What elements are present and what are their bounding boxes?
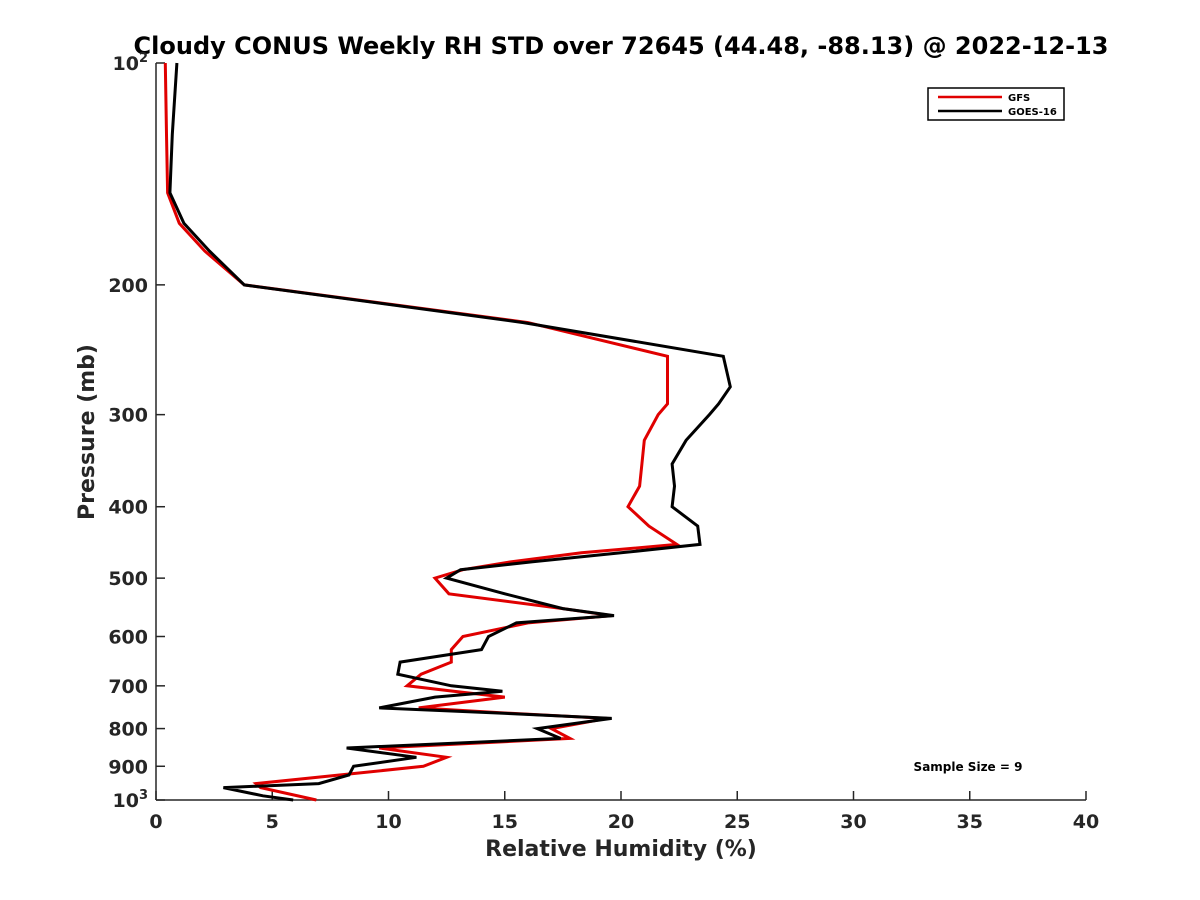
x-tick-label: 15 — [492, 811, 518, 833]
x-tick-label: 30 — [840, 811, 866, 833]
y-tick-label: 102 — [113, 51, 149, 75]
x-tick-label: 20 — [608, 811, 634, 833]
series-line-gfs — [163, 62, 682, 802]
x-tick-label: 40 — [1073, 811, 1099, 833]
legend: GFS GOES-16 — [927, 87, 1065, 121]
y-tick-label: 103 — [113, 788, 149, 812]
x-tick-label: 25 — [724, 811, 750, 833]
y-axis-label: Pressure (mb) — [75, 344, 100, 520]
y-tick-label: 800 — [108, 719, 148, 741]
series-lines — [163, 62, 732, 802]
y-tick-label: 200 — [108, 275, 148, 297]
y-tick-label: 300 — [108, 405, 148, 427]
y-tick-label: 900 — [108, 756, 148, 778]
x-tick-label: 35 — [957, 811, 983, 833]
legend-label-gfs: GFS — [1008, 93, 1030, 104]
legend-box — [927, 87, 1065, 121]
y-tick-label: 700 — [108, 676, 148, 698]
y-ticks: 102 200 300 400 500 600 700 800 900 103 — [108, 51, 165, 812]
sample-size-annotation: Sample Size = 9 — [914, 760, 1023, 774]
x-tick-label: 5 — [266, 811, 279, 833]
y-tick-label: 400 — [108, 497, 148, 519]
x-tick-label: 10 — [375, 811, 401, 833]
y-tick-label: 600 — [108, 626, 148, 648]
y-tick-label: 500 — [108, 568, 148, 590]
chart-title: Cloudy CONUS Weekly RH STD over 72645 (4… — [134, 32, 1109, 60]
x-axis-label: Relative Humidity (%) — [485, 837, 757, 862]
series-line-goes-16 — [168, 62, 732, 802]
x-ticks: 0 5 10 15 20 25 30 35 40 — [149, 791, 1099, 833]
x-tick-label: 0 — [149, 811, 162, 833]
legend-label-goes16: GOES-16 — [1008, 107, 1057, 118]
